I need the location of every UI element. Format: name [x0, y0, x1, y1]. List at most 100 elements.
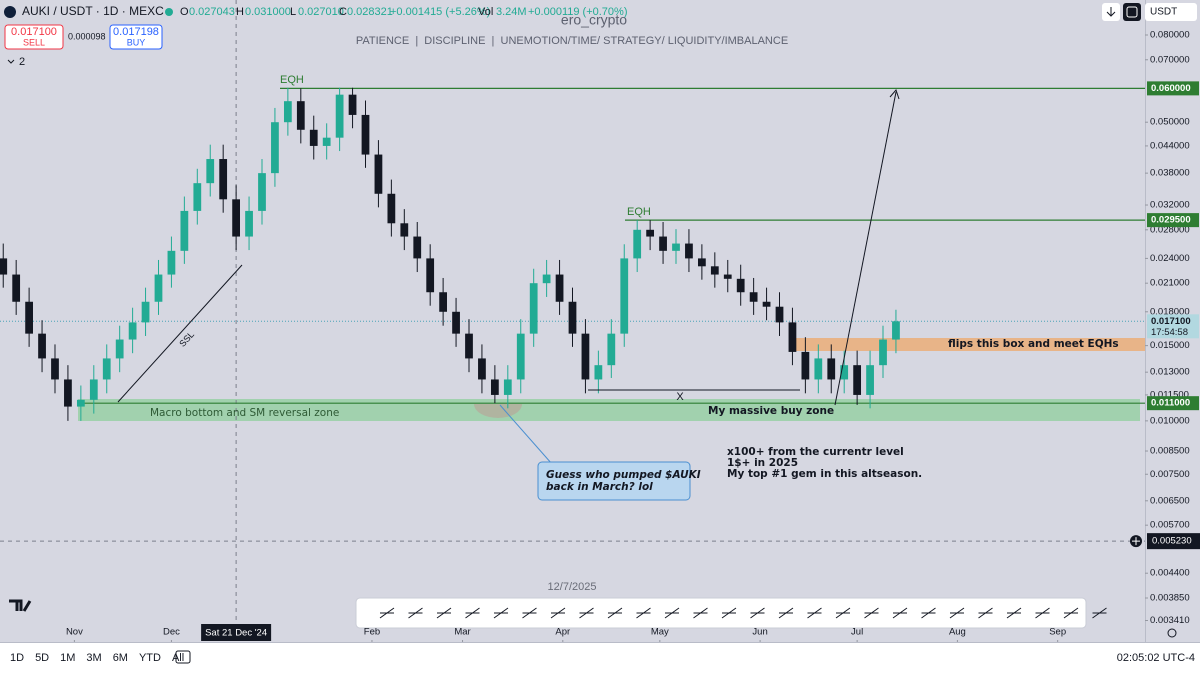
range-button[interactable]: All	[172, 652, 184, 664]
y-tick-label: 0.070000	[1150, 54, 1190, 65]
tool-icon	[1035, 607, 1050, 619]
candle-body	[775, 306, 784, 323]
candle-body	[12, 274, 21, 302]
sell-label: SELL	[23, 37, 45, 47]
ohlc-value: 0.027043	[189, 6, 235, 18]
candle-body	[503, 379, 512, 395]
buy-price: 0.017198	[113, 26, 159, 38]
candle-body	[685, 243, 693, 259]
x-tick-label: Aug	[949, 627, 966, 638]
last-price-label: 0.017100	[1151, 316, 1191, 327]
range-button[interactable]: 1M	[60, 652, 75, 664]
tool-icon	[465, 607, 480, 619]
range-button[interactable]: YTD	[139, 652, 161, 664]
candle-body	[788, 322, 797, 352]
y-tick-label: 0.015000	[1150, 340, 1190, 351]
candle-body	[426, 258, 435, 293]
buy-button[interactable]	[109, 24, 163, 50]
candle-body	[542, 274, 551, 284]
settings-icon[interactable]	[1167, 628, 1177, 638]
candle-body	[594, 365, 603, 380]
watermark: ero_crypto	[561, 12, 627, 28]
toolbar	[9, 597, 1177, 638]
tool-icon	[807, 607, 822, 619]
y-tick-label: 0.005700	[1150, 520, 1190, 531]
crosshair-date: Sat 21 Dec '24	[205, 628, 267, 639]
candle-body	[620, 258, 629, 334]
status-dot	[165, 8, 173, 16]
header: AUKI / USDT · 1D · MEXC O 0.027043 H 0.0…	[4, 3, 1197, 68]
ohlc-label: O	[180, 6, 189, 18]
arrow-head	[889, 89, 900, 100]
tool-icon	[522, 607, 537, 619]
candle-body	[400, 223, 409, 237]
ohlc-label: L	[290, 6, 296, 18]
candle-body	[801, 351, 810, 380]
range-button[interactable]: 5D	[35, 652, 49, 664]
x-tick-label: Sep	[1049, 627, 1066, 638]
candle-body	[646, 229, 655, 237]
ohlc-label: H	[236, 6, 244, 18]
y-tick-label: 0.010000	[1150, 415, 1190, 426]
level-label-box	[1147, 213, 1199, 228]
annotation: My top #1 gem in this altseason.	[727, 468, 922, 480]
plot	[0, 0, 1145, 622]
tool-icon	[978, 607, 993, 619]
x-tick-label: Jul	[851, 627, 863, 638]
layout-button[interactable]	[1123, 3, 1141, 21]
candle-body	[361, 114, 370, 155]
y-tick-label: 0.024000	[1150, 253, 1190, 264]
ohlc-label: C	[339, 6, 347, 18]
candle-body	[452, 311, 460, 334]
candle-body	[206, 159, 215, 184]
tool-icon	[921, 607, 936, 619]
annotation: 12/7/2025	[548, 581, 597, 593]
annotation: back in March? lol	[546, 481, 653, 493]
annotation: x100+ from the currentr level	[727, 446, 904, 458]
tool-icon	[750, 607, 765, 619]
collapse-icon[interactable]	[7, 59, 15, 64]
crosshair-price-box	[1147, 533, 1200, 550]
range-button[interactable]: 1D	[10, 652, 24, 664]
range-button[interactable]: 6M	[113, 652, 128, 664]
y-tick-label: 0.080000	[1150, 30, 1190, 41]
buy-zone	[78, 399, 1140, 421]
vol-change: +0.000119 (+0.70%)	[528, 6, 627, 18]
tool-icon	[835, 607, 851, 619]
y-tick-label: 0.011500	[1150, 389, 1189, 400]
crosshair-add-icon	[1132, 537, 1140, 546]
x-tick-label: May	[651, 627, 669, 638]
y-tick-label: 0.006500	[1150, 495, 1190, 506]
tool-icon	[607, 607, 623, 619]
vol: 3.24M	[496, 6, 527, 18]
x-tick-label: Apr	[555, 627, 570, 638]
candle-body	[76, 399, 85, 407]
spread: 0.000098	[68, 31, 106, 41]
target-arrow	[834, 91, 897, 406]
candle-body	[697, 258, 706, 267]
x-tick-label: Mar	[454, 627, 470, 638]
candle-body	[141, 301, 150, 323]
candle-body	[387, 193, 396, 224]
candle-body	[529, 283, 538, 334]
tool-icon	[1006, 607, 1022, 619]
calendar-icon[interactable]	[175, 650, 191, 664]
candle-body	[827, 358, 836, 380]
y-tick-label: 0.007500	[1150, 469, 1190, 480]
range-button[interactable]: 3M	[86, 652, 101, 664]
currency-select[interactable]	[1145, 3, 1197, 21]
candle-body	[892, 321, 900, 340]
vol-label: Vol	[478, 6, 493, 18]
tool-icon	[550, 607, 566, 619]
candle-body	[633, 229, 642, 259]
x-tick-label: Feb	[364, 627, 380, 638]
ohlc-value: 0.027010	[298, 6, 344, 18]
y-tick-label: 0.021000	[1150, 278, 1190, 289]
candle-body	[879, 339, 887, 366]
level-label: 0.011000	[1151, 398, 1190, 409]
logo	[4, 6, 16, 18]
sell-button[interactable]	[4, 24, 64, 50]
x-tick-label: Nov	[66, 627, 83, 638]
last-price-box	[1147, 314, 1199, 339]
x-tick-label: Jun	[752, 627, 767, 638]
